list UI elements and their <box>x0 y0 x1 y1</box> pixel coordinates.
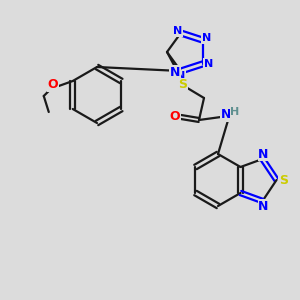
Text: N: N <box>176 71 185 81</box>
Text: N: N <box>258 148 269 160</box>
Text: N: N <box>204 59 213 69</box>
Text: S: S <box>178 79 188 92</box>
Text: O: O <box>47 79 58 92</box>
Text: H: H <box>230 107 240 117</box>
Text: S: S <box>279 173 288 187</box>
Text: N: N <box>221 109 231 122</box>
Text: N: N <box>173 26 182 36</box>
Text: N: N <box>202 33 211 43</box>
Text: N: N <box>258 200 269 212</box>
Text: O: O <box>170 110 180 122</box>
Text: N: N <box>169 65 180 79</box>
